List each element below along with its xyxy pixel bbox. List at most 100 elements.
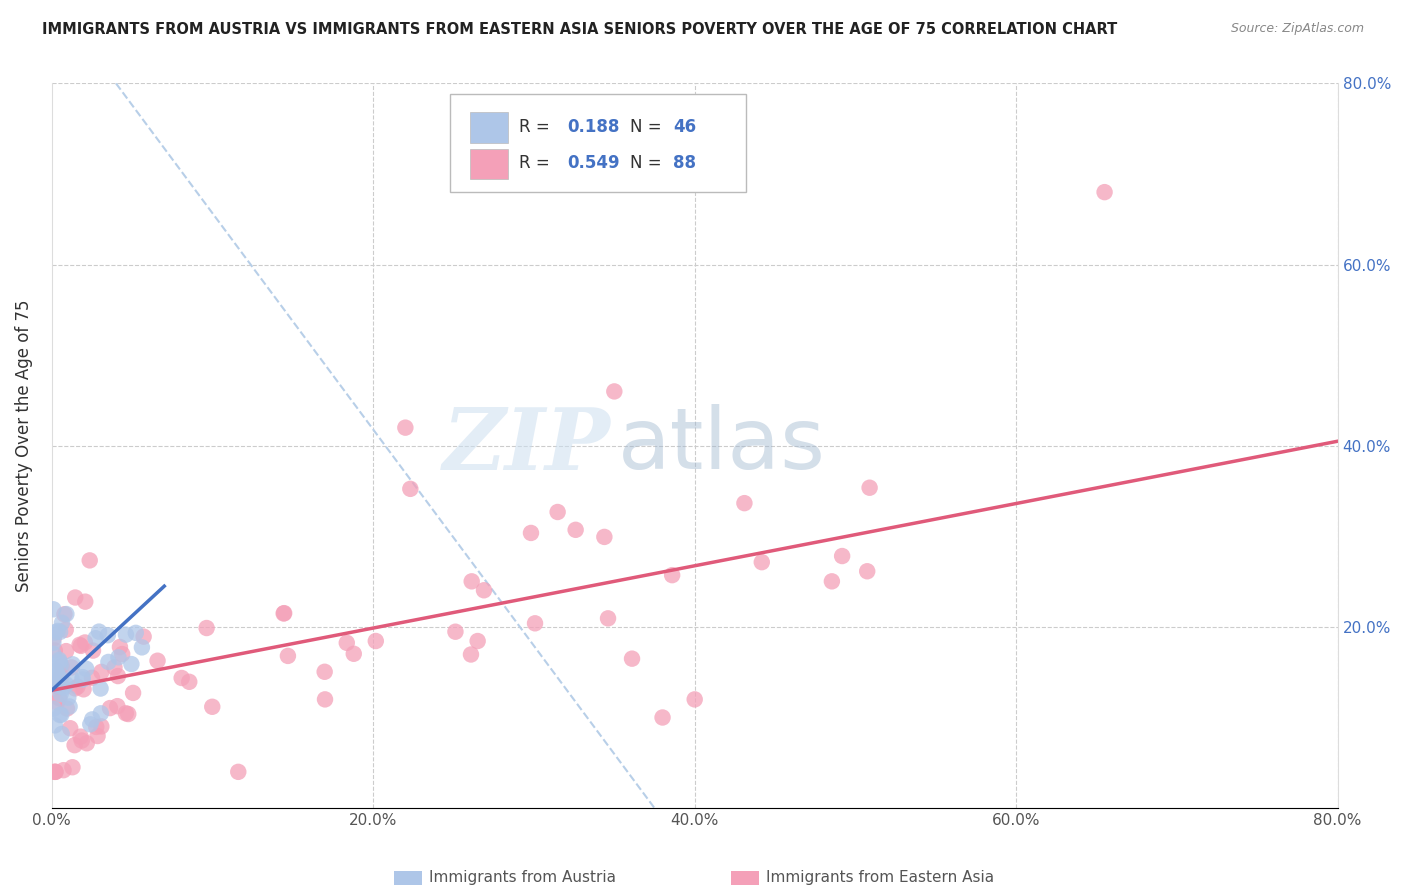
Point: [49, 658, 72, 673]
Point: [273, 607, 295, 621]
Point: [48, 691, 70, 706]
Point: [62, 760, 84, 774]
Text: atlas: atlas: [617, 404, 825, 487]
Text: R =: R =: [519, 118, 554, 136]
Point: [107, 650, 129, 665]
Point: [44, 676, 66, 690]
Text: Immigrants from Eastern Asia: Immigrants from Eastern Asia: [766, 871, 994, 885]
Point: [84, 631, 107, 645]
Point: [821, 574, 844, 589]
Point: [51, 659, 73, 673]
FancyBboxPatch shape: [470, 112, 508, 143]
Point: [44, 764, 66, 779]
Point: [651, 710, 673, 724]
Point: [733, 496, 755, 510]
Point: [683, 692, 706, 706]
Text: 88: 88: [673, 154, 696, 172]
Point: [42, 636, 65, 650]
Point: [394, 420, 416, 434]
Point: [467, 634, 489, 648]
Point: [170, 671, 193, 685]
Point: [86, 729, 108, 743]
Point: [336, 636, 359, 650]
Point: [49, 687, 72, 701]
Point: [90, 706, 112, 721]
Point: [58, 690, 80, 705]
Point: [314, 692, 336, 706]
Point: [858, 481, 880, 495]
Point: [82, 643, 104, 657]
Point: [831, 549, 853, 563]
Point: [314, 665, 336, 679]
Point: [51, 615, 73, 630]
Point: [44, 764, 66, 779]
Text: Immigrants from Austria: Immigrants from Austria: [429, 871, 616, 885]
Point: [45, 676, 67, 690]
Point: [603, 384, 626, 399]
Point: [114, 706, 136, 721]
Point: [146, 654, 169, 668]
Point: [46, 680, 69, 694]
Point: [364, 634, 387, 648]
Text: N =: N =: [630, 118, 668, 136]
FancyBboxPatch shape: [470, 149, 508, 179]
Point: [72, 670, 94, 684]
Point: [48, 655, 70, 669]
Point: [103, 660, 125, 674]
Point: [226, 764, 249, 779]
Point: [42, 665, 65, 680]
Point: [90, 665, 112, 679]
Text: 0.549: 0.549: [568, 154, 620, 172]
FancyBboxPatch shape: [450, 95, 747, 192]
Point: [195, 621, 218, 635]
Point: [51, 707, 73, 722]
Point: [46, 668, 69, 682]
Point: [90, 719, 112, 733]
Point: [105, 699, 128, 714]
Point: [42, 602, 65, 616]
Point: [547, 505, 569, 519]
Point: [661, 568, 683, 582]
Point: [49, 670, 72, 684]
Point: [87, 624, 110, 639]
Point: [75, 595, 97, 609]
Point: [115, 627, 138, 641]
Point: [90, 681, 112, 696]
Point: [73, 635, 96, 649]
Point: [62, 657, 84, 672]
Point: [524, 616, 547, 631]
Text: N =: N =: [630, 154, 668, 172]
Text: IMMIGRANTS FROM AUSTRIA VS IMMIGRANTS FROM EASTERN ASIA SENIORS POVERTY OVER THE: IMMIGRANTS FROM AUSTRIA VS IMMIGRANTS FR…: [42, 22, 1118, 37]
Point: [1094, 185, 1116, 199]
Y-axis label: Seniors Poverty Over the Age of 75: Seniors Poverty Over the Age of 75: [15, 300, 32, 592]
Point: [80, 671, 103, 685]
Point: [46, 624, 69, 638]
Point: [72, 673, 94, 687]
Point: [60, 660, 83, 674]
Point: [65, 591, 87, 605]
Text: 0.188: 0.188: [568, 118, 620, 136]
Point: [53, 607, 76, 622]
Point: [49, 708, 72, 723]
Point: [593, 530, 616, 544]
Point: [751, 555, 773, 569]
Point: [564, 523, 586, 537]
Point: [55, 644, 77, 658]
Point: [97, 655, 120, 669]
Point: [460, 574, 482, 589]
Point: [42, 675, 65, 690]
Point: [42, 647, 65, 661]
Point: [46, 696, 69, 710]
Point: [42, 701, 65, 715]
Point: [44, 718, 66, 732]
Point: [131, 640, 153, 655]
Point: [82, 712, 104, 726]
Point: [70, 639, 93, 653]
Point: [125, 625, 148, 640]
Point: [60, 671, 83, 685]
Point: [596, 611, 619, 625]
Text: Source: ZipAtlas.com: Source: ZipAtlas.com: [1230, 22, 1364, 36]
Point: [72, 682, 94, 697]
Point: [42, 631, 65, 645]
Point: [44, 764, 66, 779]
